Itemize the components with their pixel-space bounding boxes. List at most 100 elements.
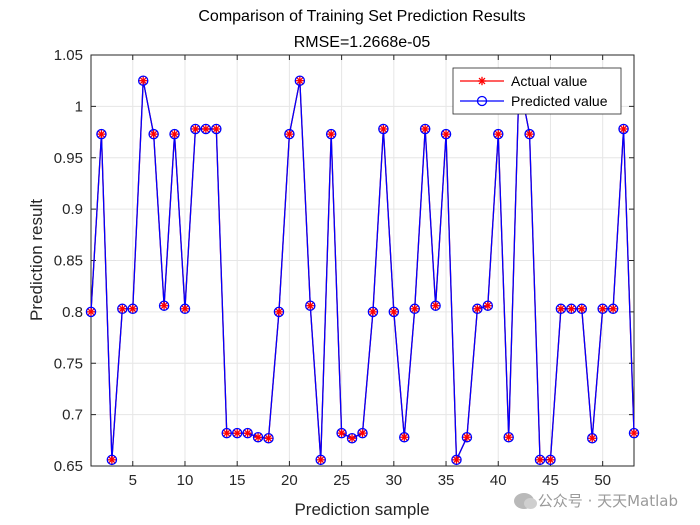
data-point-actual [86,307,96,317]
data-point-actual [97,129,106,139]
data-point-actual [410,304,419,313]
data-point-actual [473,304,482,313]
data-point-actual [295,76,305,85]
data-point-actual [253,433,263,442]
data-point-actual [452,455,461,465]
data-point-predicted [305,300,316,311]
data-point-actual [389,307,399,317]
x-tick-label: 10 [177,472,194,489]
data-point-actual [462,433,472,442]
data-point-predicted [534,454,546,466]
x-tick-label: 25 [333,472,350,489]
data-point-actual [577,304,586,313]
data-point-actual [400,433,409,442]
x-tick-label: 50 [594,472,611,489]
data-point-actual [149,129,158,139]
chart-title: Comparison of Training Set Prediction Re… [198,8,525,25]
data-point-actual [629,428,639,438]
legend-asterisk-icon [477,76,487,86]
data-point-actual [588,434,597,443]
data-point-predicted [461,431,473,443]
x-axis-label: Prediction sample [294,500,429,519]
data-point-actual [567,304,576,313]
y-tick-label: 1.05 [54,47,83,64]
data-point-actual [494,129,503,139]
data-point-predicted [252,431,264,443]
data-point-predicted [409,303,420,315]
data-point-actual [326,129,336,139]
data-point-actual [337,428,346,438]
data-point-predicted [545,454,556,466]
data-point-actual [243,428,252,438]
data-point-actual [159,301,169,310]
data-point-predicted [524,128,535,140]
data-point-actual [619,124,628,134]
data-point-predicted [388,306,400,318]
data-point-predicted [367,306,379,318]
data-point-predicted [555,303,567,315]
data-point-predicted [628,427,640,439]
x-tick-label: 15 [229,472,246,489]
data-point-actual [535,455,545,465]
y-tick-label: 0.65 [54,458,83,475]
data-point-predicted [284,128,295,140]
data-point-predicted [472,303,483,315]
data-point-predicted [503,431,514,443]
data-point-predicted [440,128,452,140]
data-point-predicted [378,123,389,135]
y-tick-label: 1 [75,98,83,115]
data-point-actual [598,304,607,313]
data-point-actual [368,307,378,317]
x-tick-label: 40 [490,472,507,489]
data-point-actual [201,124,211,134]
data-point-actual [191,124,200,134]
data-point-predicted [231,427,243,439]
data-point-actual [525,129,534,139]
data-point-actual [285,129,294,139]
data-point-predicted [336,427,347,439]
data-point-actual [107,455,117,465]
data-point-actual [431,301,440,310]
data-point-predicted [294,75,306,86]
data-point-actual [504,433,513,442]
data-point-actual [222,428,231,438]
data-point-predicted [451,454,462,466]
data-point-predicted [492,128,504,140]
data-point-predicted [586,433,598,444]
data-point-actual [180,304,190,313]
data-point-predicted [158,300,170,311]
legend-marker-predicted [476,95,488,107]
data-point-predicted [315,454,326,466]
legend-box [452,67,622,115]
data-point-predicted [430,300,441,311]
legend: Actual value Predicted value [452,67,622,115]
watermark-text: 公众号 · 天天Matlab [537,492,678,510]
data-point-actual [546,455,555,465]
data-point-predicted [419,123,431,135]
y-tick-label: 0.75 [54,355,83,372]
data-point-actual [441,129,451,139]
data-point-predicted [127,303,139,315]
data-point-actual [608,304,618,313]
data-point-predicted [618,123,629,135]
data-point-predicted [597,303,608,315]
wechat-icon [513,492,537,509]
data-point-predicted [200,123,212,135]
data-point-predicted [85,306,97,318]
axis-ticks: 5 10 15 20 25 30 35 40 45 50 0.65 0.7 0.75 0.8 0.85 0.9… [54,47,634,489]
data-point-actual [264,434,273,443]
data-point-predicted [211,123,222,135]
data-point-predicted [576,303,588,315]
data-point-actual [306,301,315,310]
x-tick-label: 45 [542,472,559,489]
legend-label-actual: Actual value [511,73,587,89]
data-point-predicted [482,300,494,311]
data-point-predicted [148,128,159,140]
x-tick-label: 30 [385,472,402,489]
data-point-predicted [190,123,201,135]
data-point-actual [379,124,388,134]
y-tick-label: 0.85 [54,253,83,270]
data-point-predicted [346,433,358,444]
y-axis-label: Prediction result [27,199,46,321]
series-layer [85,75,640,466]
